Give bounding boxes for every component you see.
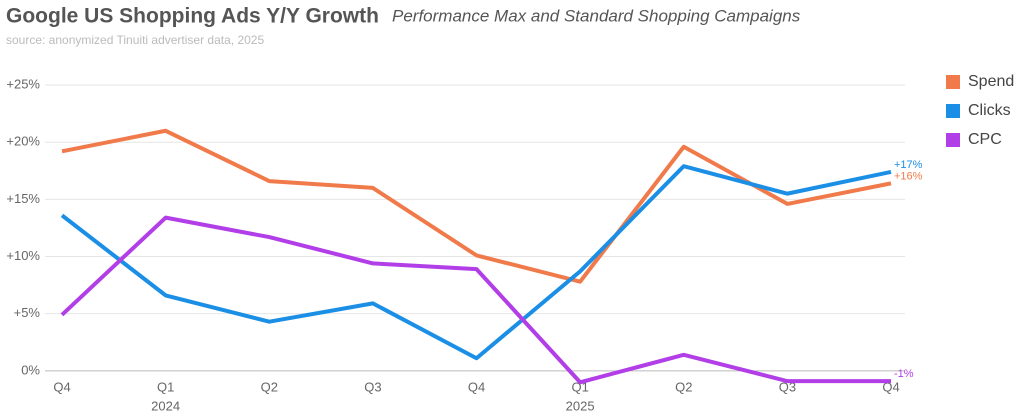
x-year-label: 2024 <box>151 398 180 413</box>
legend-label: Spend <box>968 73 1014 90</box>
x-tick-label: Q4 <box>882 379 899 394</box>
x-tick-label: Q3 <box>779 379 796 394</box>
legend-swatch <box>946 104 960 118</box>
chart-title: Google US Shopping Ads Y/Y Growth <box>6 5 379 28</box>
legend-label: CPC <box>968 131 1002 148</box>
legend-swatch <box>946 75 960 89</box>
y-tick-label: 0% <box>21 362 40 377</box>
x-tick-label: Q3 <box>364 379 381 394</box>
y-tick-label: +15% <box>6 191 40 206</box>
series-line <box>60 215 891 385</box>
value-label: +16% <box>894 170 923 182</box>
x-tick-label: Q2 <box>261 379 278 394</box>
x-tick-label: Q4 <box>468 379 485 394</box>
y-tick-label: +25% <box>6 76 40 91</box>
chart-subtitle: Performance Max and Standard Shopping Ca… <box>392 6 801 25</box>
value-label: +17% <box>894 159 923 171</box>
source-note: source: anonymized Tinuiti advertiser da… <box>6 33 264 47</box>
y-tick-label: +5% <box>14 305 41 320</box>
series-line <box>61 128 892 284</box>
legend-label: Clicks <box>968 102 1011 119</box>
x-tick-label: Q2 <box>675 379 692 394</box>
x-tick-label: Q1 <box>157 379 174 394</box>
y-tick-label: +20% <box>6 134 40 149</box>
legend-swatch <box>946 133 960 147</box>
value-label: -1% <box>894 368 914 380</box>
y-tick-label: +10% <box>6 248 40 263</box>
x-year-label: 2025 <box>566 398 595 413</box>
x-tick-label: Q4 <box>53 379 70 394</box>
series-line <box>60 164 892 361</box>
